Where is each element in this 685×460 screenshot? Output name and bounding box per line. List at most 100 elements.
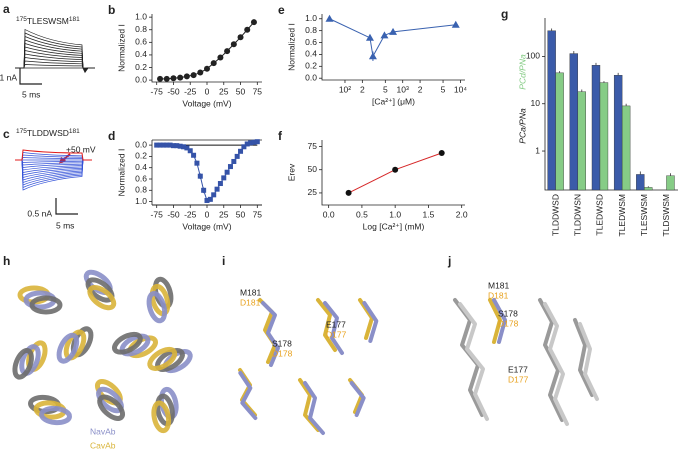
bar <box>613 75 623 191</box>
axis-line <box>321 14 465 81</box>
marker <box>237 34 244 41</box>
residue-label: D181 <box>240 297 261 307</box>
stick <box>362 301 379 343</box>
y-tick-label: 0.8 <box>135 185 147 195</box>
x-tick-label: 75 <box>253 86 263 96</box>
marker <box>204 65 210 72</box>
y-tick-label: 0.4 <box>135 162 147 172</box>
helix <box>147 346 178 371</box>
bar <box>666 175 675 191</box>
x-tick-label: 10² <box>339 84 351 94</box>
marker <box>238 148 244 154</box>
marker <box>250 19 257 26</box>
marker <box>160 142 166 148</box>
marker <box>170 143 176 149</box>
marker <box>191 152 197 158</box>
y-tick-label: 0.4 <box>305 49 317 59</box>
helix <box>56 332 80 364</box>
residue-label: D181 <box>488 290 509 300</box>
helix <box>151 400 172 434</box>
x-tick-label: -50 <box>167 86 180 96</box>
panel-letter: h <box>3 254 10 268</box>
stick <box>573 318 594 397</box>
marker <box>227 164 233 170</box>
y-tick-label: 100 <box>526 51 540 61</box>
panel-letter: j <box>447 254 451 268</box>
trace <box>15 154 92 161</box>
axis-line <box>151 14 262 83</box>
y-axis-label: PCd/PNa <box>517 54 527 90</box>
construct-label: 175TLDDWSD181 <box>16 128 80 139</box>
data-line <box>348 152 442 194</box>
construct-end: 181 <box>69 128 80 135</box>
bar <box>599 82 609 191</box>
marker <box>187 148 193 154</box>
marker <box>164 142 170 148</box>
helix <box>12 348 34 380</box>
marker <box>224 169 230 175</box>
data-line <box>329 18 456 58</box>
x-tick-label: 2 <box>360 84 365 94</box>
stick <box>543 302 569 426</box>
structure-image <box>12 269 193 434</box>
stick <box>238 371 258 420</box>
x-tick-label: 10⁴ <box>454 84 467 94</box>
marker <box>368 52 377 60</box>
marker <box>177 74 184 81</box>
residue-label: S178 <box>272 338 292 348</box>
trace <box>15 159 92 163</box>
y-tick-label: 10 <box>531 98 541 108</box>
y-tick-label: 0.8 <box>135 24 147 34</box>
panel-letter: a <box>3 2 10 16</box>
y-tick-label: 1.0 <box>135 11 147 21</box>
x-axis-label: [Ca²⁺] (μM) <box>372 96 415 106</box>
y-tick-label: 50 <box>308 164 318 174</box>
y-tick-label: 25 <box>308 187 318 197</box>
residue-label: M181 <box>240 287 262 297</box>
y-tick-label: 0.8 <box>305 25 317 35</box>
panel-letter: g <box>501 7 508 21</box>
x-tick-label: 0 <box>205 86 210 96</box>
helix <box>146 291 168 324</box>
bar <box>569 53 579 191</box>
y-tick-label: 0.4 <box>135 49 147 59</box>
x-axis-label: Log [Ca²⁺] (mM) <box>363 221 425 231</box>
x-tick-label: 25 <box>219 209 229 219</box>
x-axis-label: Voltage (mV) <box>182 221 231 231</box>
helix <box>39 405 73 426</box>
y-tick-label: 0.0 <box>305 72 317 82</box>
x-tick-label: TLDDWSD <box>550 194 560 236</box>
panel-letter: d <box>108 129 115 143</box>
x-tick-label: 2.0 <box>456 209 468 219</box>
construct-sequence: TLDDWSD <box>27 128 69 138</box>
bar <box>555 72 564 191</box>
bar <box>577 91 586 191</box>
y-tick-label: 0.6 <box>135 37 147 47</box>
marker <box>325 14 334 22</box>
marker <box>211 192 217 198</box>
marker <box>157 75 164 82</box>
legend-entry: NavAb <box>90 426 116 436</box>
scale-bar <box>55 198 78 215</box>
scale-current: 0.5 nA <box>27 208 52 218</box>
panel-letter: e <box>278 3 285 17</box>
marker <box>345 189 352 196</box>
x-tick-label: -75 <box>151 86 164 96</box>
x-tick-label: 50 <box>236 86 246 96</box>
x-tick-label: TLEDWSD <box>595 194 605 236</box>
x-tick-label: -25 <box>184 209 197 219</box>
marker <box>214 186 220 192</box>
trace <box>15 159 92 191</box>
x-tick-label: 1.0 <box>389 209 401 219</box>
marker <box>221 175 227 181</box>
residue-label: M181 <box>488 280 510 290</box>
marker <box>197 69 204 76</box>
residue-label: D177 <box>326 329 347 339</box>
marker <box>230 41 237 48</box>
residue-label: D177 <box>508 374 529 384</box>
y-tick-label: 0.2 <box>135 151 147 161</box>
x-tick-label: -25 <box>184 86 197 96</box>
marker <box>207 196 213 202</box>
marker <box>217 54 224 61</box>
